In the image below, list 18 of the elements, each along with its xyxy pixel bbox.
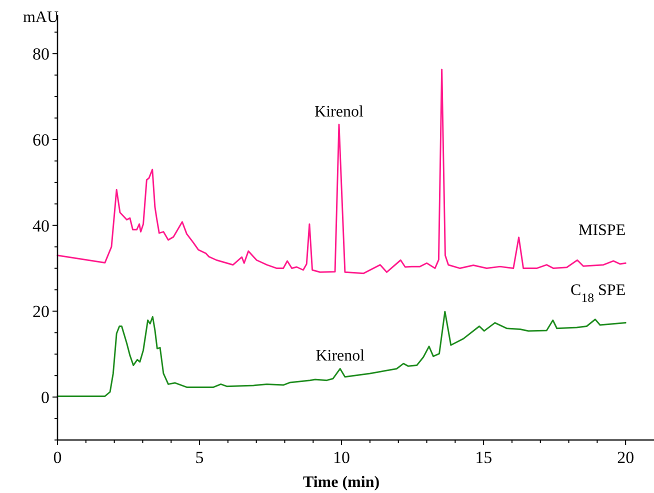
line-series — [56, 310, 626, 397]
y-tick-label: 40 — [32, 216, 50, 236]
x-tick-label: 10 — [333, 448, 350, 467]
x-tick-label: 15 — [475, 448, 492, 467]
line-series — [56, 68, 626, 274]
x-tick-label: 20 — [617, 448, 634, 467]
x-axis-title: Time (min) — [302, 474, 380, 491]
y-tick-label: 20 — [32, 302, 50, 322]
y-tick-label: 60 — [32, 130, 50, 150]
y-tick-label: 80 — [32, 44, 50, 64]
y-axis-title: mAU — [22, 9, 59, 26]
y-tick-label: 0 — [41, 388, 50, 408]
series-label: C$_{18}$ SPE — [570, 282, 626, 305]
annotation: Kirenol — [314, 103, 364, 120]
x-tick-label: 5 — [195, 448, 204, 467]
series-label: MISPE — [578, 222, 626, 240]
annotation: Kirenol — [316, 348, 366, 365]
x-tick-label: 0 — [53, 448, 62, 467]
